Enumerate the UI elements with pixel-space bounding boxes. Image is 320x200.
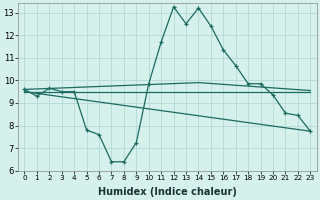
X-axis label: Humidex (Indice chaleur): Humidex (Indice chaleur) [98, 187, 237, 197]
